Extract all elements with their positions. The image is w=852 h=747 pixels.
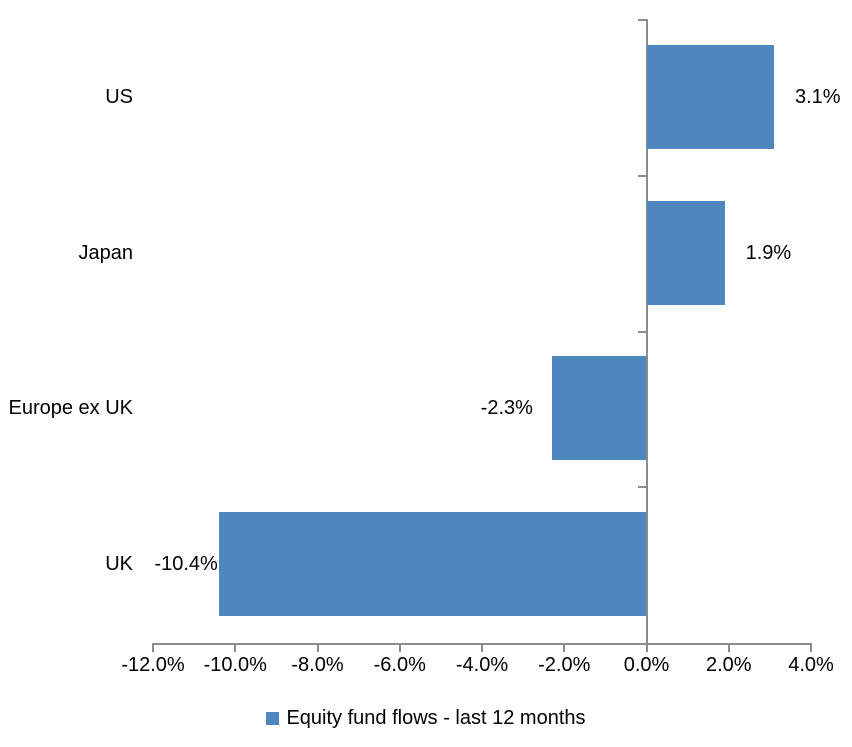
x-tick-label: 0.0%: [623, 654, 670, 676]
bar: [646, 44, 774, 149]
x-tick-label: -12.0%: [121, 654, 185, 676]
bar: [551, 356, 647, 461]
bar: [218, 512, 647, 617]
x-tick-label: -4.0%: [455, 654, 509, 676]
y-axis-tick: [637, 19, 646, 21]
x-tick-label: -10.0%: [203, 654, 267, 676]
x-tick: [481, 643, 483, 652]
y-axis-tick: [637, 486, 646, 489]
x-tick: [316, 643, 319, 652]
x-tick: [810, 643, 812, 652]
x-tick: [234, 643, 237, 652]
x-tick-label: 4.0%: [788, 654, 834, 676]
category-label: Japan: [78, 241, 134, 264]
value-label: 1.9%: [745, 241, 792, 264]
x-tick-label: -8.0%: [291, 654, 344, 676]
y-axis-tick: [637, 330, 646, 333]
legend: Equity fund flows - last 12 months: [0, 703, 852, 733]
category-label: UK: [105, 553, 133, 576]
y-axis-line: [645, 19, 648, 645]
y-axis-tick: [637, 174, 646, 177]
x-tick: [152, 643, 154, 652]
x-tick: [563, 643, 566, 652]
value-label: 3.1%: [794, 85, 841, 108]
x-tick: [398, 643, 401, 652]
legend-label: Equity fund flows - last 12 months: [286, 706, 586, 729]
value-label: -10.4%: [154, 553, 218, 576]
x-tick: [645, 643, 648, 652]
category-label: US: [105, 85, 133, 108]
value-label: -2.3%: [480, 397, 533, 420]
x-tick-label: -6.0%: [373, 654, 426, 676]
x-tick-label: -2.0%: [538, 654, 591, 676]
x-tick-label: 2.0%: [705, 654, 752, 676]
x-tick: [727, 643, 730, 652]
bar: [646, 200, 725, 305]
legend-swatch: [266, 711, 280, 725]
category-label: Europe ex UK: [8, 397, 133, 420]
